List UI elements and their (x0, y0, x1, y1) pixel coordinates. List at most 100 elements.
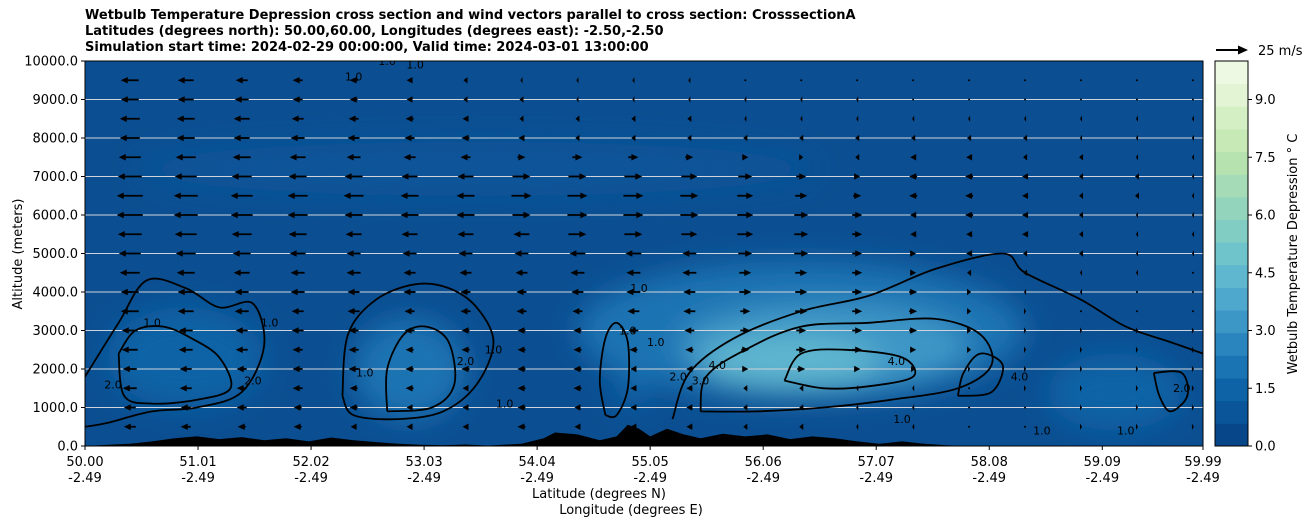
wind-vector (173, 192, 198, 199)
wind-vector (122, 385, 137, 392)
wind-vector (289, 154, 306, 161)
wind-vector (744, 96, 747, 103)
wind-vector (511, 192, 532, 199)
wind-vector (406, 77, 413, 84)
wind-vector (462, 423, 469, 430)
x-tick-label-lon: -2.49 (1085, 471, 1119, 486)
wind-vector (1079, 192, 1084, 199)
terrain (85, 424, 1203, 446)
y-tick-label: 5000.0 (33, 247, 79, 262)
colorbar-frame (1214, 60, 1249, 447)
wind-vector (856, 96, 859, 103)
wind-vector (856, 115, 859, 122)
wind-vector (346, 250, 361, 257)
wind-vector (574, 404, 581, 411)
wind-vector (799, 423, 804, 430)
wind-vector (287, 192, 308, 199)
wind-reference-arrowhead (1238, 45, 1248, 55)
wind-vector (1135, 79, 1138, 82)
wind-vector (1191, 192, 1194, 199)
wind-vectors (116, 77, 1194, 430)
wind-vector (179, 385, 192, 392)
colorbar-band (1215, 310, 1248, 334)
wind-vector (625, 250, 642, 257)
wind-vector (120, 77, 139, 84)
wind-vector (909, 308, 918, 315)
x-axis-title-longitude: Longitude (degrees E) (559, 503, 703, 518)
y-tick-label: 6000.0 (33, 209, 79, 224)
x-tick-label-lon: -2.49 (746, 471, 780, 486)
wind-vector (1191, 346, 1194, 353)
wind-vector (1080, 404, 1083, 411)
wind-vector (968, 98, 971, 101)
wind-vector (405, 115, 414, 122)
wind-vector (349, 77, 358, 84)
wind-vector (463, 96, 468, 103)
wind-vector (967, 134, 972, 142)
contour-line-4.0 (783, 348, 917, 390)
field-blob (1047, 353, 1182, 431)
wind-vector (686, 404, 693, 411)
wind-vector (1134, 192, 1139, 199)
wind-vector (288, 173, 307, 180)
x-tick-label-lon: -2.49 (859, 471, 893, 486)
wind-vector (630, 365, 637, 373)
wind-vector (518, 134, 525, 142)
wind-vector (457, 173, 474, 180)
wind-vector (968, 365, 971, 373)
wind-vector (235, 346, 248, 353)
wind-vector (1191, 310, 1194, 313)
wind-vector (967, 346, 972, 353)
wind-vector (350, 423, 357, 430)
wind-vector (854, 173, 861, 180)
wind-vector (967, 269, 972, 276)
wind-vector (404, 327, 415, 334)
wind-vector (348, 365, 359, 373)
wind-vector (403, 269, 416, 276)
contour-label: 4.0 (888, 355, 906, 368)
wind-vector (856, 385, 859, 392)
colorbar-band (1215, 355, 1248, 379)
x-tick-label-lat: 51.01 (179, 455, 216, 470)
wind-vector (462, 115, 469, 122)
colorbar-tick-label: 7.5 (1255, 151, 1276, 166)
wind-vector (680, 192, 699, 199)
wind-vector (743, 423, 748, 430)
wind-vector (794, 231, 809, 238)
wind-vector (1191, 423, 1194, 430)
wind-vector (743, 385, 748, 392)
wind-vector (1079, 231, 1084, 238)
wind-vector (795, 308, 808, 315)
wind-vector (855, 134, 860, 142)
wind-vector (177, 288, 194, 296)
wind-vector (1191, 404, 1194, 411)
x-tick-label-lat: 54.04 (519, 455, 556, 470)
wind-vector (176, 115, 195, 122)
wind-vector (853, 192, 862, 199)
wind-vector (573, 385, 582, 392)
wind-vector (349, 404, 358, 411)
wind-vector (574, 423, 581, 430)
wind-vector (632, 77, 635, 84)
wind-vector (461, 327, 470, 334)
colorbar-tick-label: 0.0 (1255, 440, 1276, 455)
contour-label: 1.0 (356, 367, 374, 380)
wind-vector (567, 192, 588, 199)
colorbar-band (1215, 106, 1248, 130)
wind-vector (966, 154, 973, 161)
wind-vector (567, 211, 588, 219)
wind-vector (120, 96, 139, 103)
wind-vector (630, 385, 637, 392)
wind-vector (1191, 271, 1194, 274)
wind-vector (743, 404, 748, 411)
wind-vector (575, 115, 580, 122)
wind-vector (568, 173, 587, 180)
x-tick-label-lat: 52.02 (292, 455, 329, 470)
wind-vector (231, 173, 252, 180)
wind-vector (799, 385, 804, 392)
x-tick-label-lat: 58.08 (971, 455, 1008, 470)
wind-reference-label: 25 m/s (1258, 44, 1303, 59)
y-tick-label: 7000.0 (33, 170, 79, 185)
wind-vector (910, 250, 917, 257)
wind-vector (1080, 115, 1083, 122)
